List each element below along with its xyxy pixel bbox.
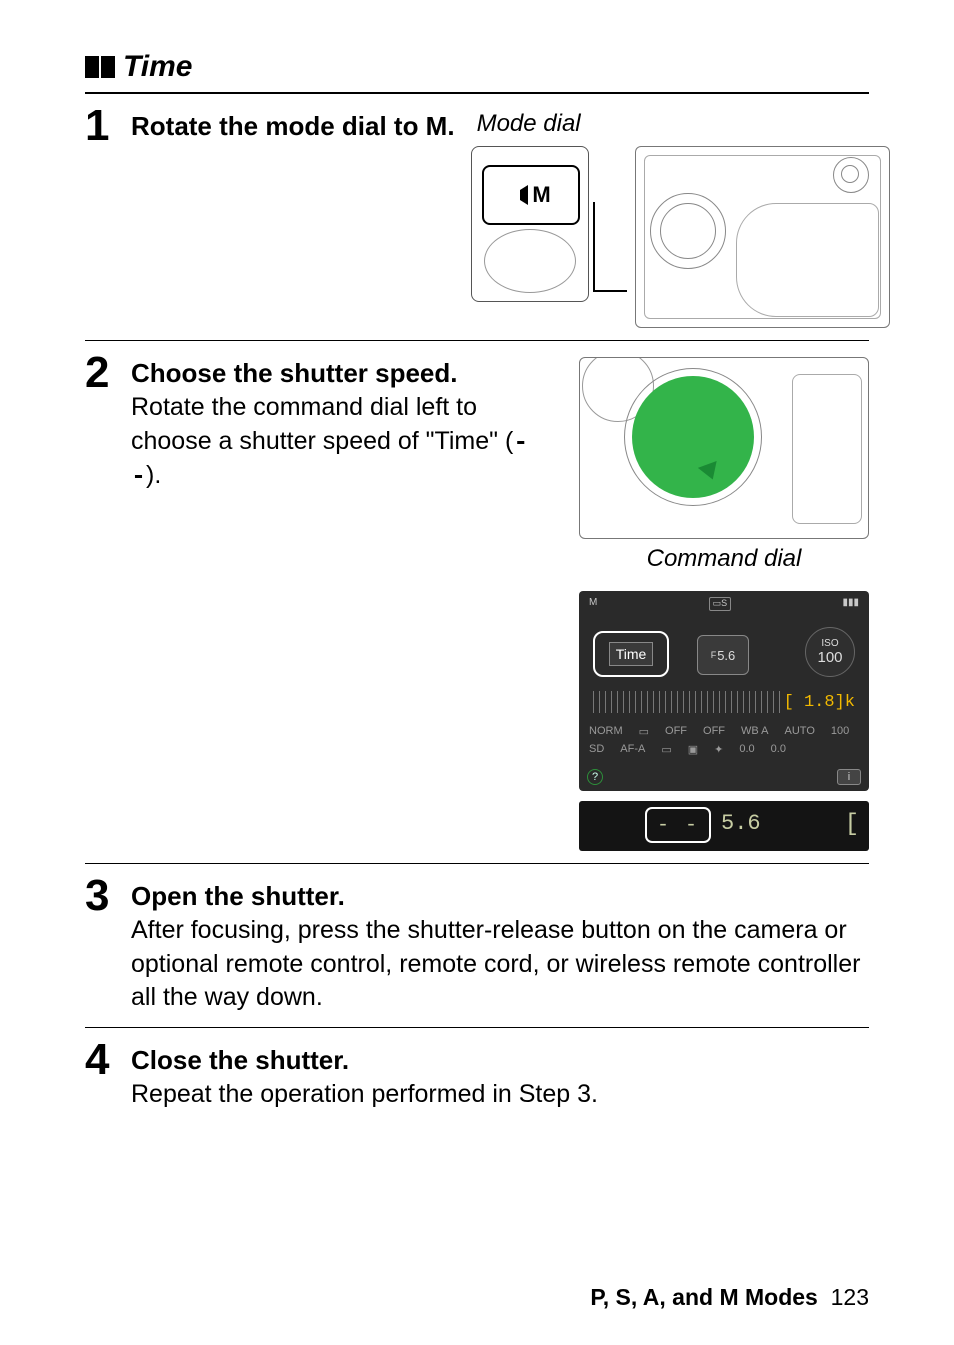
footer-section: P, S, A, and M Modes: [590, 1284, 817, 1310]
vf-right-bracket: [: [845, 811, 859, 838]
camera-top-illustration: [635, 146, 890, 328]
battery-icon: ▮▮▮: [842, 597, 859, 611]
manual-page: Time 1 Rotate the mode dial to M. Mode d…: [0, 0, 954, 1345]
lcd-shutter-value: Time: [609, 642, 654, 666]
lcd-status-row-1: NORM ▭ OFF OFF WB A AUTO 100: [589, 725, 859, 738]
command-dial-wheel-icon: [632, 376, 754, 498]
step-number: 1: [85, 102, 131, 148]
step-number: 4: [85, 1036, 131, 1082]
step-heading: Rotate the mode dial to M.: [131, 111, 455, 141]
command-dial-illustration: [579, 357, 869, 539]
step-number: 2: [85, 349, 131, 395]
callout-line: [593, 202, 627, 292]
step-body-text: Rotate the command dial left to choose a…: [131, 391, 565, 494]
vf-shutter-box: - -: [645, 807, 711, 843]
step-body-text: Repeat the operation performed in Step 3…: [131, 1078, 869, 1112]
mode-dial-figure: M: [471, 146, 890, 328]
section-title-row: Time: [85, 50, 869, 84]
mode-letter: M: [532, 182, 550, 208]
exposure-scale-icon: [593, 691, 785, 713]
step-heading: Open the shutter.: [131, 880, 869, 914]
step-body-text: After focusing, press the shutter-releas…: [131, 914, 869, 1015]
viewfinder-display: - - 5.6 [: [579, 801, 869, 851]
lcd-shutter-box: Time: [593, 631, 669, 677]
lcd-iso: ISO 100: [805, 627, 855, 677]
lcd-info-display: M ▭S ▮▮▮ Time F5.6 ISO 100 [: [579, 591, 869, 791]
step-3: 3 Open the shutter. After focusing, pres…: [85, 864, 869, 1027]
mode-dial-zoom: M: [471, 146, 589, 302]
step-1: 1 Rotate the mode dial to M. Mode dial M: [85, 94, 869, 340]
lcd-aperture: F5.6: [697, 635, 749, 675]
lcd-status-row-2: SD AF-A ▭ ▣ ✦ 0.0 0.0: [589, 743, 859, 756]
step-number: 3: [85, 872, 131, 918]
lcd-mode-indicator: M: [589, 597, 597, 611]
step-4: 4 Close the shutter. Repeat the operatio…: [85, 1028, 869, 1124]
section-marker-icon: [85, 56, 115, 78]
section-title: Time: [123, 50, 192, 84]
step-heading: Choose the shutter speed.: [131, 357, 565, 391]
page-footer: P, S, A, and M Modes 123: [590, 1284, 869, 1311]
help-icon: ?: [587, 769, 603, 785]
figure-caption: Mode dial: [477, 110, 890, 138]
page-number: 123: [831, 1284, 869, 1310]
step-heading: Close the shutter.: [131, 1044, 869, 1078]
vf-aperture: 5.6: [721, 811, 761, 836]
figure-caption: Command dial: [579, 545, 869, 573]
lcd-remaining: [ 1.8]k: [784, 693, 855, 712]
step-2: 2 Choose the shutter speed. Rotate the c…: [85, 341, 869, 863]
i-menu-icon: i: [837, 769, 861, 785]
